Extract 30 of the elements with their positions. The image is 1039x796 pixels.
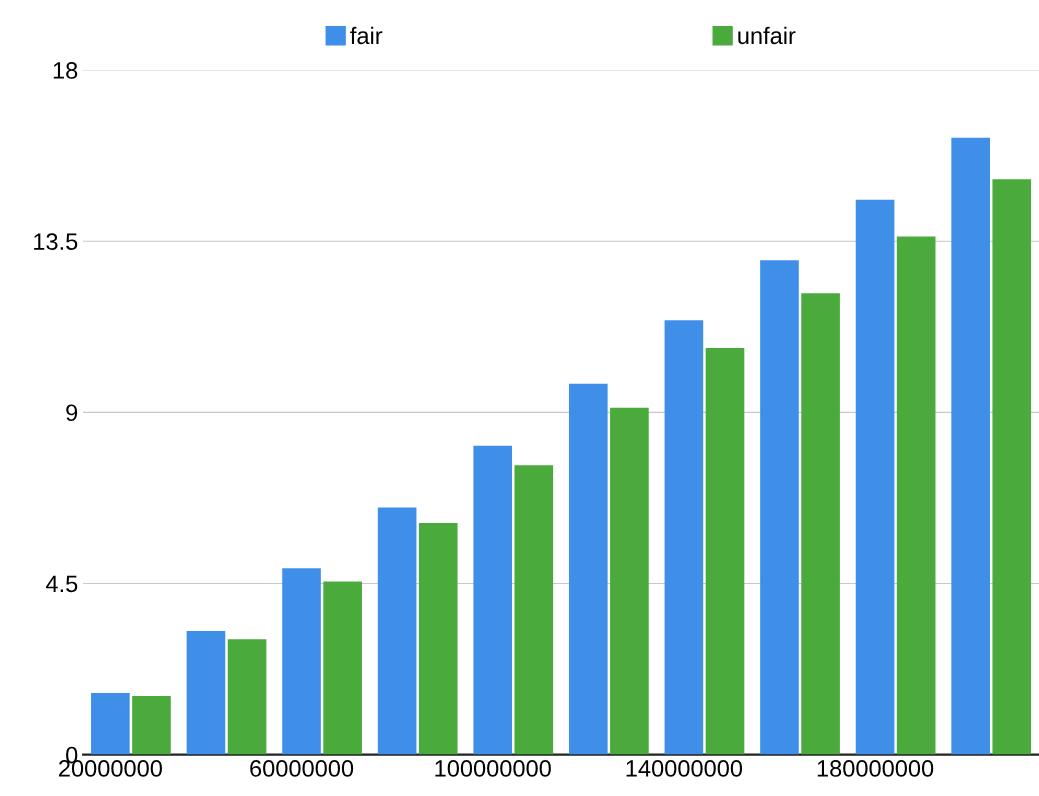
x-tick-label: 60000000 <box>250 760 354 777</box>
bar <box>801 293 840 755</box>
y-tick-label: 18 <box>53 62 78 79</box>
bar <box>705 348 745 755</box>
legend-label: fair <box>350 26 383 45</box>
bar <box>514 465 554 755</box>
bar <box>992 179 1032 755</box>
bar <box>91 693 130 755</box>
x-tick-label: 140000000 <box>626 760 743 777</box>
bar <box>951 137 990 755</box>
legend-label: unfair <box>738 26 796 45</box>
bar <box>473 445 513 755</box>
bar <box>282 568 321 755</box>
bar <box>568 383 608 755</box>
bar <box>896 236 936 755</box>
y-tick-label: 4.5 <box>45 575 78 593</box>
x-tick-label: 100000000 <box>435 760 551 777</box>
bar <box>760 260 799 755</box>
bar <box>610 407 649 755</box>
x-tick-label: 180000000 <box>817 760 934 777</box>
bar <box>377 507 417 755</box>
y-tick-label: 9 <box>66 404 78 422</box>
bar <box>227 639 267 755</box>
bar <box>418 523 458 755</box>
bar <box>323 581 362 755</box>
bar <box>664 320 704 755</box>
bar <box>186 631 226 755</box>
bar <box>855 199 895 755</box>
y-tick-label: 13.5 <box>34 233 78 250</box>
bar <box>132 696 171 755</box>
